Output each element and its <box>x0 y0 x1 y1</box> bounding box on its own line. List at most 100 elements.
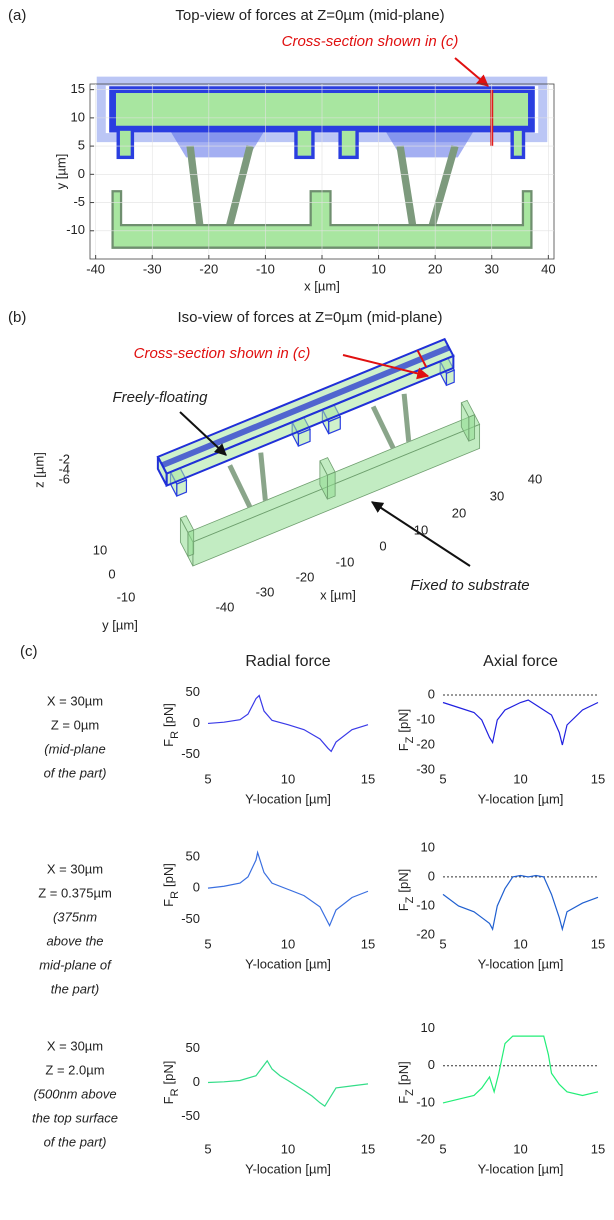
x-tick-label: 15 <box>361 1141 375 1156</box>
data-line <box>443 700 598 745</box>
x-tick-label: -20 <box>199 261 218 276</box>
y-tick-label: -50 <box>181 1108 200 1123</box>
x-tick-label: 5 <box>439 936 446 951</box>
x-axis-label: Y-location [µm] <box>478 956 564 971</box>
y-axis-label-main: F <box>396 743 411 751</box>
x-axis-label: Y-location [µm] <box>245 956 331 971</box>
x-tick-label: 15 <box>591 771 605 786</box>
row-description: X = 30µm <box>47 861 103 876</box>
row-description: (500nm above <box>33 1086 116 1101</box>
row-description: Z = 0µm <box>51 717 99 732</box>
y-tick-label: -10 <box>117 589 136 604</box>
y-tick-label: 0 <box>193 880 200 895</box>
x-tick-label: 5 <box>204 1141 211 1156</box>
x-tick-label: 15 <box>361 771 375 786</box>
y-tick-label: 10 <box>93 542 107 557</box>
x-tick-label: 30 <box>485 261 499 276</box>
iso-spoke <box>230 465 250 507</box>
data-line <box>208 1061 368 1106</box>
row-description: of the part) <box>44 765 107 780</box>
y-tick-label: -20 <box>416 736 435 751</box>
x-axis-label: Y-location [µm] <box>245 791 331 806</box>
x-tick-label: 40 <box>541 261 555 276</box>
y-tick-label: 0 <box>428 868 435 883</box>
y-axis-label-main: F <box>396 1096 411 1104</box>
row-description: above the <box>46 933 103 948</box>
row-description: mid-plane of <box>39 957 112 972</box>
y-axis-label-unit: [pN] <box>396 869 411 893</box>
data-line <box>443 1036 598 1103</box>
y-axis-label-unit: [pN] <box>396 1061 411 1085</box>
row-description: the top surface <box>32 1110 118 1125</box>
data-line <box>208 853 368 926</box>
y-tick-label: -10 <box>416 711 435 726</box>
x-axis-label: Y-location [µm] <box>478 1161 564 1176</box>
panel-label: (b) <box>8 309 26 326</box>
x-tick-label: 10 <box>414 522 428 537</box>
y-tick-label: -10 <box>416 1094 435 1109</box>
x-tick-label: 10 <box>371 261 385 276</box>
y-axis-label: FR [pN] <box>161 703 180 747</box>
chart-title: Axial force <box>483 653 558 670</box>
y-axis-label: y [µm] <box>53 154 68 190</box>
x-tick-label: -20 <box>296 569 315 584</box>
y-axis-label-sub: Z <box>404 896 416 903</box>
row-description: the part) <box>51 981 99 996</box>
y-axis-label: y [µm] <box>102 617 138 632</box>
row-description: X = 30µm <box>47 1038 103 1053</box>
panel-title: Iso-view of forces at Z=0µm (mid-plane) <box>178 309 443 326</box>
y-tick-label: 10 <box>421 839 435 854</box>
x-axis-label: Y-location [µm] <box>478 791 564 806</box>
x-tick-label: -30 <box>143 261 162 276</box>
x-tick-label: 30 <box>490 488 504 503</box>
figure: (a) (b) (c) Iso-view of forces at Z=0µm … <box>0 0 614 1220</box>
y-tick-label: 0 <box>193 1074 200 1089</box>
y-tick-label: 10 <box>421 1020 435 1035</box>
y-tick-label: 10 <box>71 109 85 124</box>
x-tick-label: 5 <box>439 1141 446 1156</box>
y-tick-label: 50 <box>186 1040 200 1055</box>
y-axis-label-sub: R <box>169 731 181 739</box>
y-axis-label-main: F <box>161 899 176 907</box>
x-tick-label: 40 <box>528 471 542 486</box>
y-tick-label: 0 <box>78 166 85 181</box>
row-description: (mid-plane <box>44 741 105 756</box>
y-axis-label-main: F <box>396 903 411 911</box>
y-tick-label: -50 <box>181 746 200 761</box>
annotation: Cross-section shown in (c) <box>282 33 459 50</box>
x-tick-label: -40 <box>86 261 105 276</box>
y-axis-label-unit: [pN] <box>161 703 176 727</box>
iso-spoke <box>373 407 393 449</box>
iso-face <box>446 370 454 385</box>
y-tick-label: 15 <box>71 81 85 96</box>
y-tick-label: -20 <box>416 1131 435 1146</box>
y-axis-label: FZ[pN] <box>396 709 415 752</box>
x-tick-label: 20 <box>428 261 442 276</box>
x-tick-label: 10 <box>513 1141 527 1156</box>
iso-face <box>469 415 475 441</box>
annotation: Fixed to substrate <box>410 577 529 594</box>
y-axis-label-unit: [pN] <box>161 863 176 887</box>
chart-title: Radial force <box>245 653 330 670</box>
x-tick-label: 20 <box>452 505 466 520</box>
x-tick-label: 15 <box>591 1141 605 1156</box>
y-tick-label: -30 <box>416 761 435 776</box>
annotation: Freely-floating <box>112 389 208 406</box>
x-tick-label: 5 <box>204 936 211 951</box>
y-axis-label-sub: R <box>169 891 181 899</box>
z-axis-label: z [µm] <box>31 452 46 488</box>
y-tick-label: -10 <box>66 222 85 237</box>
y-axis-label: FR[pN] <box>161 1061 180 1105</box>
y-axis-label-main: F <box>161 739 176 747</box>
data-line <box>443 875 598 929</box>
panel-label: (c) <box>20 643 38 660</box>
panel-label: (a) <box>8 7 26 24</box>
row-description: (375nm <box>53 909 97 924</box>
x-tick-label: 0 <box>379 538 386 553</box>
y-tick-label: -10 <box>416 897 435 912</box>
y-tick-label: 0 <box>428 1057 435 1072</box>
y-tick-label: -20 <box>416 926 435 941</box>
row-description: of the part) <box>44 1134 107 1149</box>
y-axis-label: FR [pN] <box>161 863 180 907</box>
y-axis-label-unit: [pN] <box>161 1061 176 1085</box>
